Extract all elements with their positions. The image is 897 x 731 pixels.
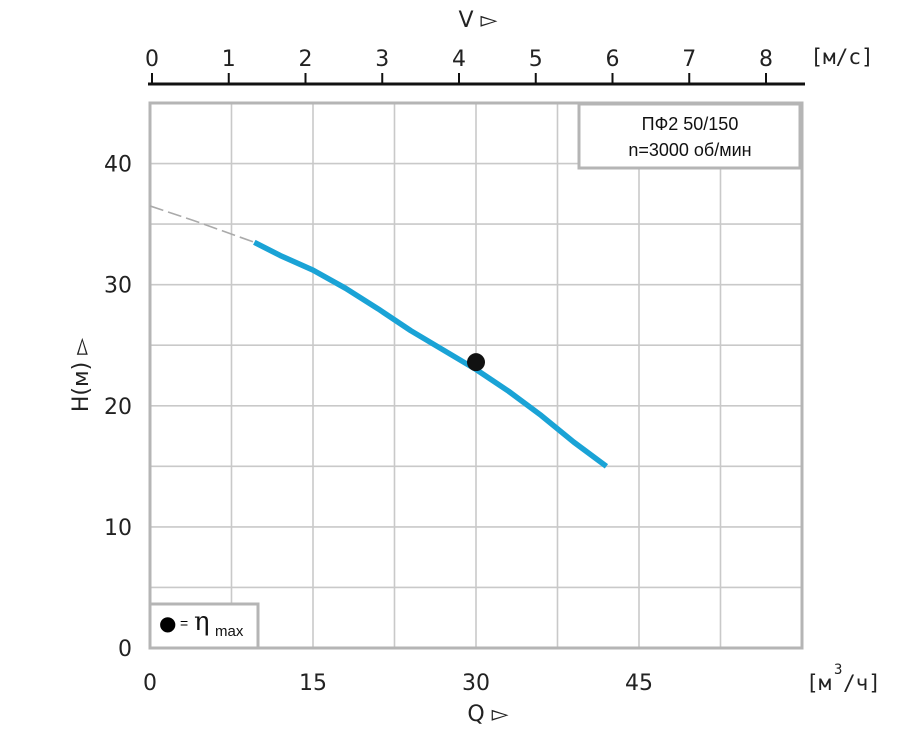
left-axis-title: H(м) ▻ — [69, 338, 94, 412]
plot-frame — [148, 101, 804, 650]
info-box-model: ПФ2 50/150 — [642, 114, 739, 134]
bottom-tick-label-0: 0 — [143, 671, 157, 696]
top-tick-label-3: 3 — [375, 47, 389, 72]
bottom-axis-unit-tail: /ч] — [843, 671, 881, 695]
legend-eta-subscript: max — [215, 623, 244, 640]
bottom-axis-title: Q ▻ — [467, 702, 508, 727]
top-tick-label-1: 1 — [222, 47, 236, 72]
bottom-axis-unit: [м 3 /ч] — [806, 662, 881, 695]
left-tick-label-20: 20 — [104, 395, 132, 420]
left-axis-ticks: 0 10 20 30 40 — [104, 153, 132, 662]
top-tick-label-8: 8 — [759, 47, 773, 72]
curve-extrapolation — [149, 205, 255, 244]
top-tick-label-0: 0 — [145, 47, 159, 72]
legend-eta-symbol: η — [194, 607, 210, 637]
bottom-axis-unit-base: [м — [806, 671, 832, 695]
left-tick-label-0: 0 — [118, 637, 132, 662]
top-tick-label-7: 7 — [682, 47, 696, 72]
legend-marker: ● — [159, 611, 176, 635]
top-axis-ticks: 0 1 2 3 4 5 6 7 8 — [145, 47, 773, 84]
best-efficiency-point — [467, 353, 485, 372]
bottom-axis-unit-sup: 3 — [834, 662, 842, 678]
bottom-tick-label-30: 30 — [462, 671, 490, 696]
top-tick-label-5: 5 — [529, 47, 543, 72]
top-axis-title: V ▻ — [459, 8, 498, 33]
top-tick-label-4: 4 — [452, 47, 466, 72]
left-tick-label-30: 30 — [104, 274, 132, 299]
head-curve — [253, 239, 609, 469]
top-tick-label-2: 2 — [299, 47, 313, 72]
top-tick-label-6: 6 — [606, 47, 620, 72]
info-box-speed: n=3000 об/мин — [628, 140, 751, 160]
info-box: ПФ2 50/150 n=3000 об/мин — [577, 102, 802, 170]
top-axis-unit: [м/с] — [810, 45, 873, 69]
left-tick-label-40: 40 — [104, 153, 132, 178]
bottom-tick-label-45: 45 — [625, 671, 653, 696]
left-tick-label-10: 10 — [104, 516, 132, 541]
grid — [149, 102, 803, 649]
legend: ● = η max — [148, 602, 260, 650]
legend-equals: = — [180, 615, 188, 631]
bottom-tick-label-15: 15 — [299, 671, 327, 696]
bottom-axis-ticks: 0 15 30 45 — [143, 671, 653, 696]
